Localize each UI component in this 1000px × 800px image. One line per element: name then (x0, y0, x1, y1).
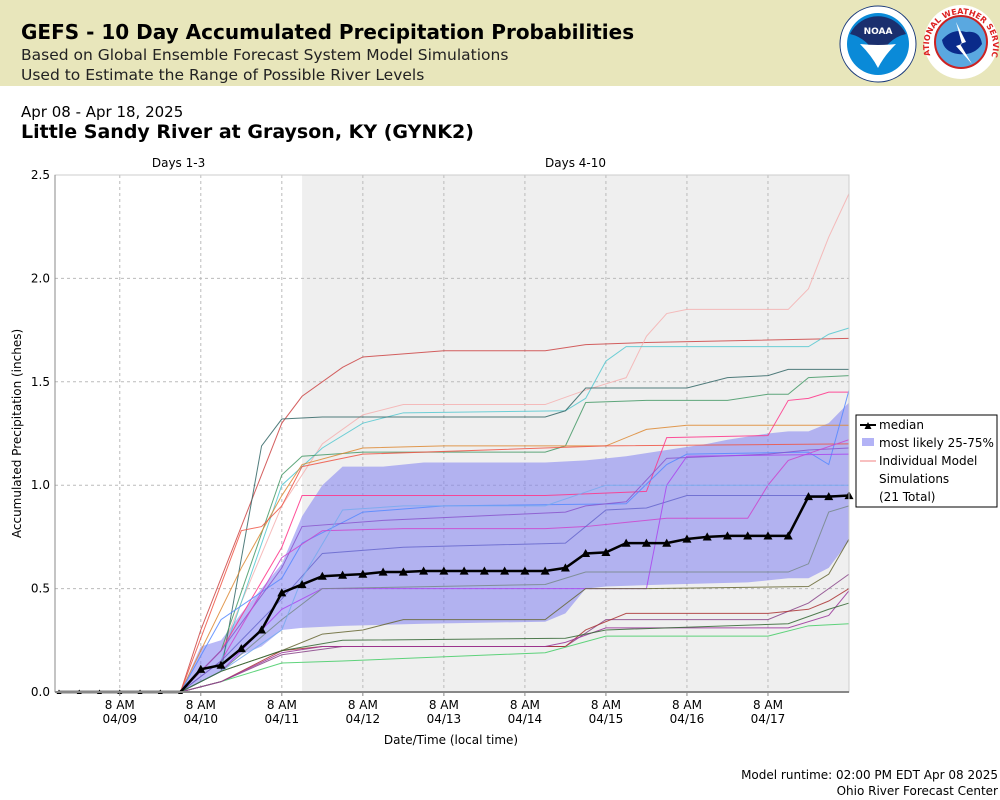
x-tick-date: 04/13 (427, 712, 462, 726)
model-runtime: Model runtime: 02:00 PM EDT Apr 08 2025 (741, 768, 998, 782)
y-tick-label: 0.5 (31, 582, 50, 596)
median-point (297, 579, 307, 589)
median-point (500, 566, 510, 575)
median-point (641, 538, 651, 547)
legend-median-marker (864, 422, 872, 429)
precip-chart: Days 1-3 Days 4-10 0.0 0.5 1.0 1.5 2.0 2.5 8 AM… (10, 156, 998, 747)
y-tick-label: 1.5 (31, 375, 50, 389)
median-point (621, 538, 631, 547)
legend-band-swatch (862, 438, 874, 446)
median-point (743, 531, 753, 540)
x-tick-time: 8 AM (186, 698, 216, 712)
median-point (763, 531, 773, 540)
median-point (540, 566, 550, 575)
median-line (59, 494, 850, 694)
x-tick-time: 8 AM (429, 698, 459, 712)
model-line-4 (59, 368, 849, 693)
model-line-6 (59, 424, 849, 693)
model-line-1 (59, 337, 850, 693)
forecast-center: Ohio River Forecast Center (836, 784, 998, 798)
legend: median most likely 25-75% Individual Mod… (855, 414, 998, 508)
median-point (702, 532, 712, 541)
x-tick-date: 04/14 (508, 712, 543, 726)
legend-median: median (879, 418, 924, 432)
y-tick-label: 1.0 (31, 478, 50, 492)
median-point (419, 566, 429, 575)
x-tick-time: 8 AM (672, 698, 702, 712)
median-point (257, 625, 267, 634)
median-point (662, 538, 672, 547)
y-tick-label: 2.0 (31, 271, 50, 285)
x-tick-date: 04/10 (183, 712, 218, 726)
x-tick-date: 04/17 (751, 712, 786, 726)
median-point (317, 571, 327, 580)
date-range: Apr 08 - Apr 18, 2025 (21, 103, 184, 121)
region-label: Days 1-3 (152, 156, 205, 170)
median-point (358, 569, 368, 578)
x-tick-date: 04/12 (346, 712, 381, 726)
median-point (560, 563, 570, 572)
x-tick-date: 04/11 (265, 712, 300, 726)
median-point (459, 566, 469, 575)
model-line-10 (59, 447, 850, 693)
x-axis-label: Date/Time (local time) (384, 733, 518, 747)
median-point (196, 664, 206, 673)
model-line-21 (59, 602, 850, 693)
y-axis-label: Accumulated Precipitation (inches) (10, 329, 24, 538)
page-title: GEFS - 10 Day Accumulated Precipitation … (21, 20, 635, 44)
x-tick-time: 8 AM (267, 698, 297, 712)
x-tick-time: 8 AM (105, 698, 135, 712)
model-line-3 (59, 327, 850, 693)
model-line-7 (59, 443, 850, 693)
x-tick-date: 04/15 (589, 712, 624, 726)
y-tick-label: 0.0 (31, 685, 50, 699)
legend-total: (21 Total) (879, 490, 935, 504)
median-point (216, 660, 226, 669)
noaa-logo-text: NOAA (864, 27, 893, 37)
median-point (338, 570, 348, 579)
model-line-12 (59, 495, 849, 693)
model-line-2 (59, 193, 850, 693)
x-tick-time: 8 AM (591, 698, 621, 712)
median-point (803, 492, 813, 501)
header-banner: GEFS - 10 Day Accumulated Precipitation … (0, 0, 1000, 86)
x-tick-time: 8 AM (510, 698, 540, 712)
interquartile-band (180, 402, 850, 692)
legend-box (855, 414, 998, 508)
legend-band: most likely 25-75% (879, 436, 994, 450)
x-tick-date: 04/09 (102, 712, 137, 726)
model-line-11 (59, 439, 850, 693)
median-point (277, 588, 287, 597)
location-title: Little Sandy River at Grayson, KY (GYNK2… (21, 121, 474, 143)
median-point (722, 531, 732, 540)
median-point (378, 567, 388, 576)
median-point (682, 534, 692, 543)
subtitle: Based on Global Ensemble Forecast System… (21, 46, 509, 64)
median-point (398, 567, 408, 576)
legend-models: Individual Model (879, 454, 977, 468)
median-point (439, 566, 449, 575)
x-tick-time: 8 AM (753, 698, 783, 712)
subtitle-2: Used to Estimate the Range of Possible R… (21, 66, 425, 84)
model-line-19 (59, 590, 850, 693)
median-point (479, 566, 489, 575)
median-point (581, 548, 591, 558)
median-point (601, 547, 611, 557)
median-point (520, 566, 530, 575)
y-tick-label: 2.5 (31, 168, 50, 182)
nws-logo: NATIONAL WEATHER SERVICE (922, 2, 1000, 79)
region-label: Days 4-10 (545, 156, 606, 170)
median-point (824, 492, 834, 501)
median-point (236, 644, 246, 653)
x-tick-date: 04/16 (670, 712, 705, 726)
legend-models-2: Simulations (879, 472, 949, 486)
x-tick-time: 8 AM (348, 698, 378, 712)
noaa-logo: NOAA (839, 5, 917, 83)
median-point (783, 531, 793, 540)
